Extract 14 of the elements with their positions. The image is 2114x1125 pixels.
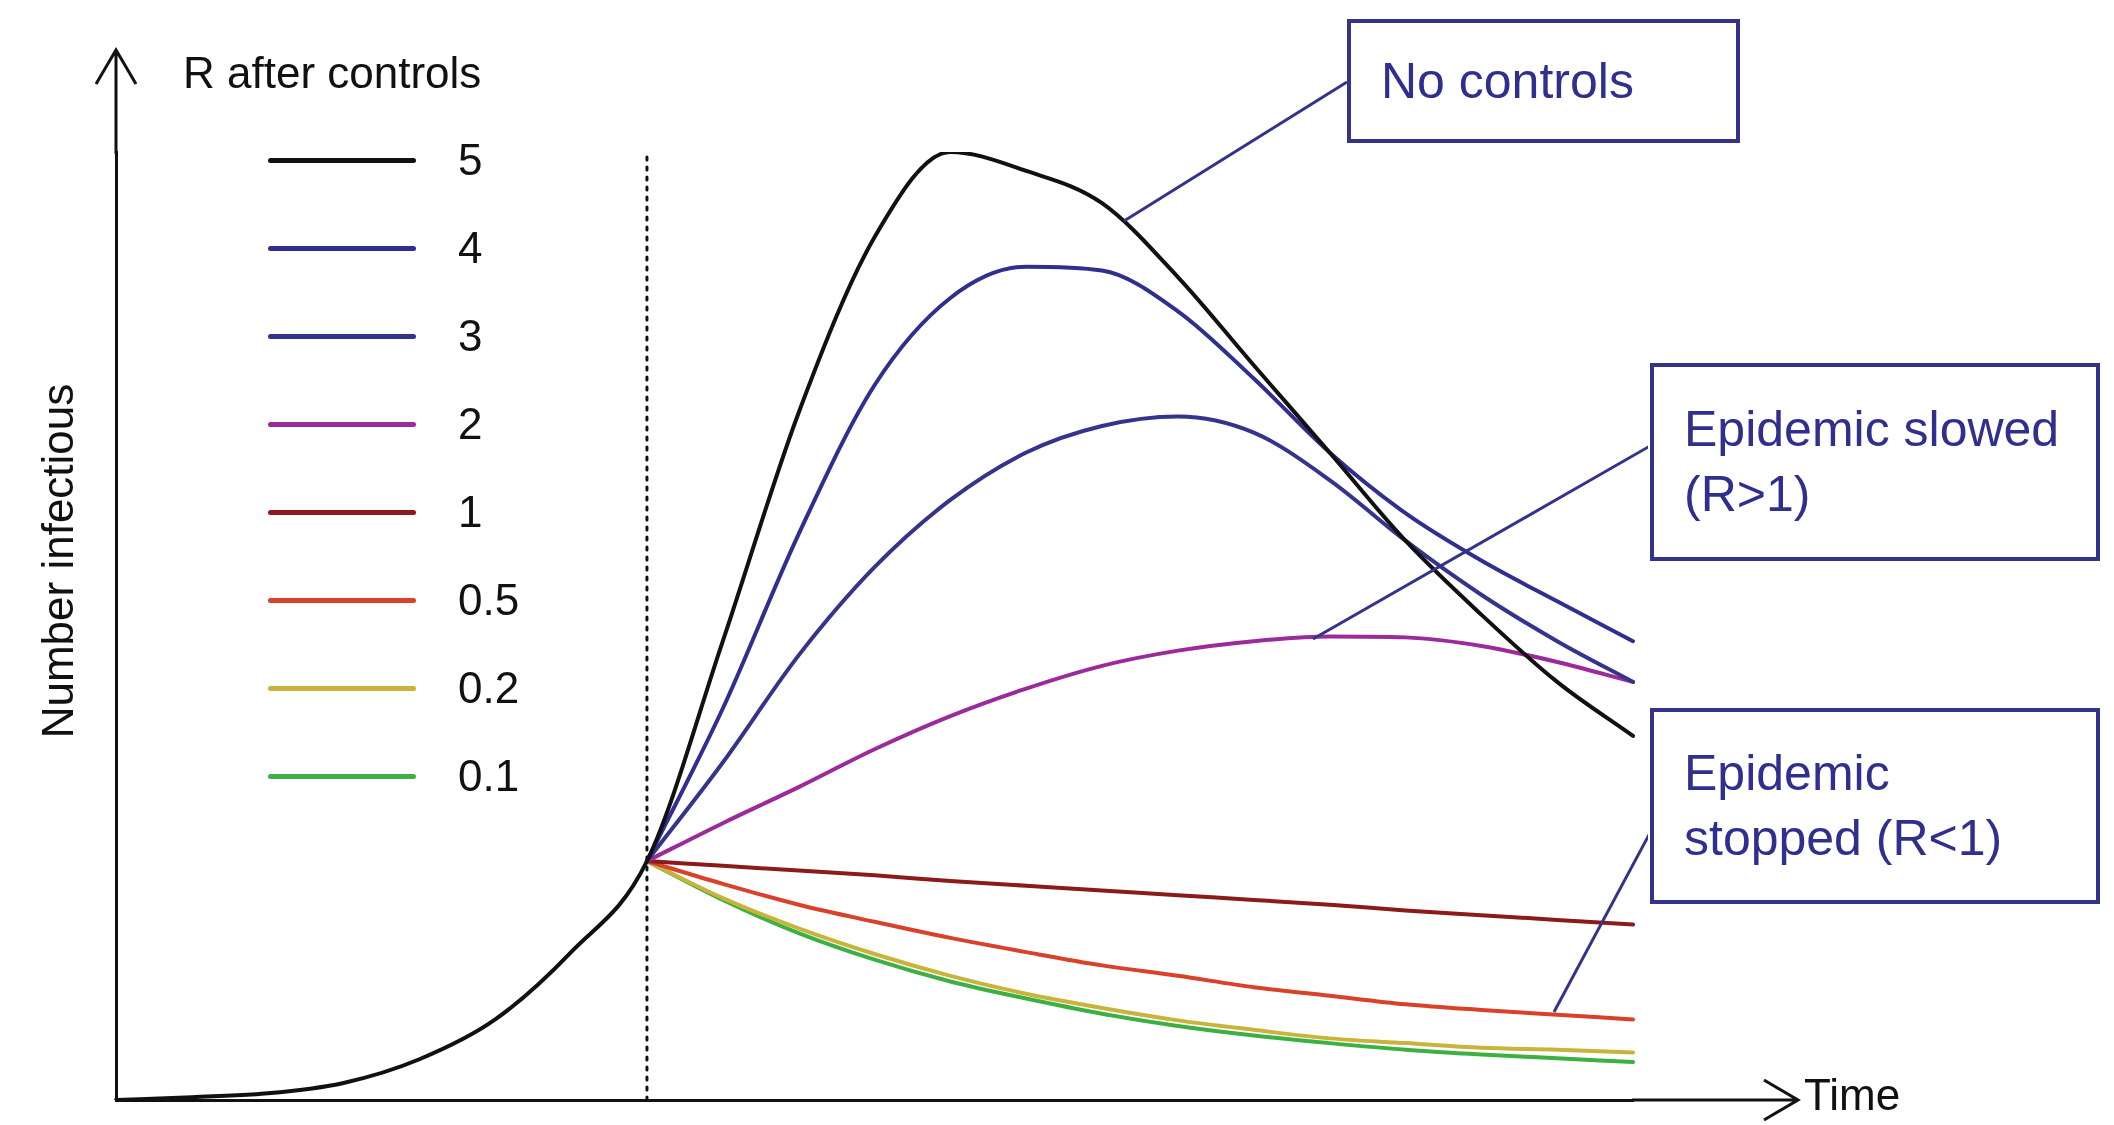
legend-label: 5 (458, 135, 483, 185)
legend-label: 3 (458, 311, 483, 361)
text: Epidemic stopped (R<1) (1684, 744, 2004, 868)
legend-label: 4 (458, 223, 483, 273)
legend-label: 1 (458, 487, 483, 537)
legend-title: R after controls (183, 48, 483, 98)
legend-label: 0.1 (458, 751, 520, 801)
legend-label: 0.2 (458, 663, 520, 713)
text: Epidemic slowed (R>1) (1684, 400, 2061, 524)
text: No controls (1381, 51, 1634, 111)
legend-label: 0.5 (458, 575, 520, 625)
y-axis-title: Number infectious (33, 383, 83, 739)
legend-label: 2 (458, 399, 483, 449)
x-axis-title: Time (1804, 1070, 1901, 1120)
